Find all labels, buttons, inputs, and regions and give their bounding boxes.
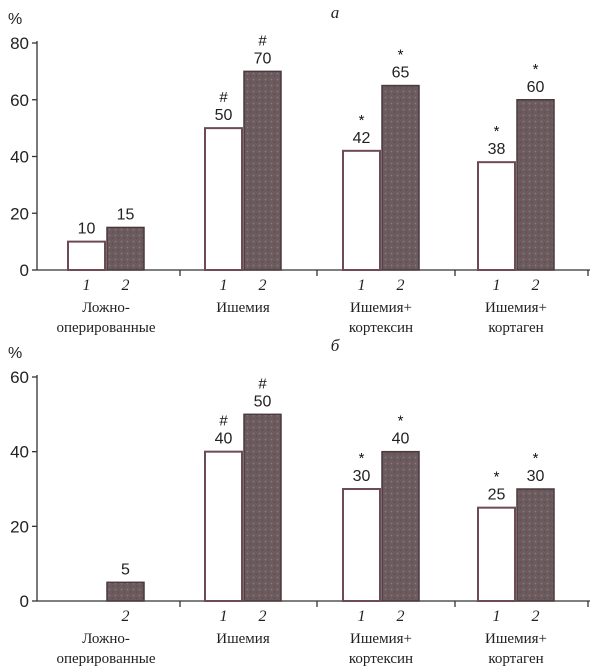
panel-1-bar-number: 2 [532, 277, 540, 294]
panel-1-bar-2 [243, 70, 282, 271]
panel-2-value-label: 50 [254, 393, 272, 410]
panel-1-group-label: Ишемия+ [350, 300, 412, 316]
panel-2-bar-2 [243, 413, 282, 602]
panel-1-group-label: кортексин [349, 320, 413, 336]
panel-1-value-label: 60 [527, 79, 545, 96]
panel-1-group-label: Ложно- [82, 300, 130, 316]
panel-2-value-label: 30 [527, 468, 545, 485]
panel-2-significance-mark: * [533, 450, 539, 467]
panel-2-bar-2 [106, 581, 145, 602]
panel-1-group-label: оперированные [56, 320, 155, 336]
panel-1-y-tick-label: 40 [10, 148, 29, 167]
panel-2-bar-number: 2 [259, 608, 267, 625]
panel-2-significance-mark: * [359, 450, 365, 467]
panel-1-significance-mark: # [219, 89, 228, 106]
panel-1-group-label: Ишемия [216, 300, 270, 316]
panel-2-bar-2 [381, 450, 420, 602]
panel-2-group-label: кортаген [488, 651, 543, 667]
panel-2-bar-1 [204, 450, 243, 602]
panel-1-bar-1 [67, 240, 106, 271]
panel-2-y-unit: % [8, 345, 22, 362]
panel-2-bar-number: 1 [220, 608, 228, 625]
panel-2-group-label: Ишемия+ [350, 631, 412, 647]
panel-1-significance-mark: * [494, 123, 500, 140]
panel-2-group-label: Ишемия [216, 631, 270, 647]
panel-1-value-label: 15 [117, 206, 135, 223]
panel-1-significance-mark: * [398, 47, 404, 64]
panel-1-value-label: 10 [78, 221, 96, 238]
panel-2-significance-mark: * [494, 469, 500, 486]
panel-1-bar-number: 1 [83, 277, 91, 294]
panel-1-bar-number: 2 [122, 277, 130, 294]
panel-1-value-label: 38 [488, 141, 506, 158]
panel-2-bar-1 [342, 488, 381, 602]
panel-1-y-tick-label: 60 [10, 91, 29, 110]
panel-2-bar-2 [516, 488, 555, 602]
panel-2-value-label: 40 [392, 431, 410, 448]
panel-1-value-label: 70 [254, 50, 272, 67]
panel-2-value-label: 5 [121, 561, 130, 578]
panel-2-value-label: 30 [353, 468, 371, 485]
panel-1-significance-mark: * [359, 112, 365, 129]
panel-2-significance-mark: # [258, 375, 267, 392]
panel-2-bar-number: 1 [493, 608, 501, 625]
panel-2-significance-mark: * [398, 413, 404, 430]
panel-1-significance-mark: * [533, 61, 539, 78]
panel-2-group-label: Ишемия+ [485, 631, 547, 647]
panel-1-bar-1 [204, 127, 243, 271]
panel-2-group-label: Ложно- [82, 631, 130, 647]
panel-1-bar-2 [516, 99, 555, 271]
panel-1-y-unit: % [8, 11, 22, 28]
panel-2-significance-mark: # [219, 413, 228, 430]
panel-1-bar-2 [381, 84, 420, 271]
panel-1-bar-number: 2 [397, 277, 405, 294]
panel-2-y-tick-label: 0 [20, 592, 29, 611]
panel-2-y-tick-label: 40 [10, 443, 29, 462]
panel-2-value-label: 25 [488, 487, 506, 504]
panel-2-bar-number: 2 [122, 608, 130, 625]
panel-1-group-label: Ишемия+ [485, 300, 547, 316]
panel-1-bar-2 [106, 226, 145, 271]
panel-2-value-label: 40 [215, 431, 233, 448]
panel-2-group-label: оперированные [56, 651, 155, 667]
panel-2-title: б [331, 336, 340, 355]
panel-1-group-label: кортаген [488, 320, 543, 336]
panel-2-bar-number: 1 [358, 608, 366, 625]
panel-2-y-tick-label: 60 [10, 368, 29, 387]
panel-1-value-label: 42 [353, 130, 371, 147]
panel-2-bar-1 [477, 506, 516, 602]
panel-1-y-tick-label: 80 [10, 34, 29, 53]
panel-1-bar-number: 1 [493, 277, 501, 294]
panel-2-group-label: кортексин [349, 651, 413, 667]
panel-1-bar-1 [342, 149, 381, 271]
panel-1-y-tick-label: 20 [10, 204, 29, 223]
panel-2-bar-number: 2 [397, 608, 405, 625]
panel-1-value-label: 65 [392, 65, 410, 82]
panel-1-bar-number: 1 [358, 277, 366, 294]
panel-1-bar-number: 2 [259, 277, 267, 294]
panel-1-y-tick-label: 0 [20, 261, 29, 280]
panel-2-bar-number: 2 [532, 608, 540, 625]
panel-1-value-label: 50 [215, 107, 233, 124]
panel-1-bar-number: 1 [220, 277, 228, 294]
panel-1-bar-1 [477, 161, 516, 271]
panel-2-y-tick-label: 20 [10, 517, 29, 536]
panel-1-significance-mark: # [258, 32, 267, 49]
panel-1-title: а [331, 3, 340, 22]
